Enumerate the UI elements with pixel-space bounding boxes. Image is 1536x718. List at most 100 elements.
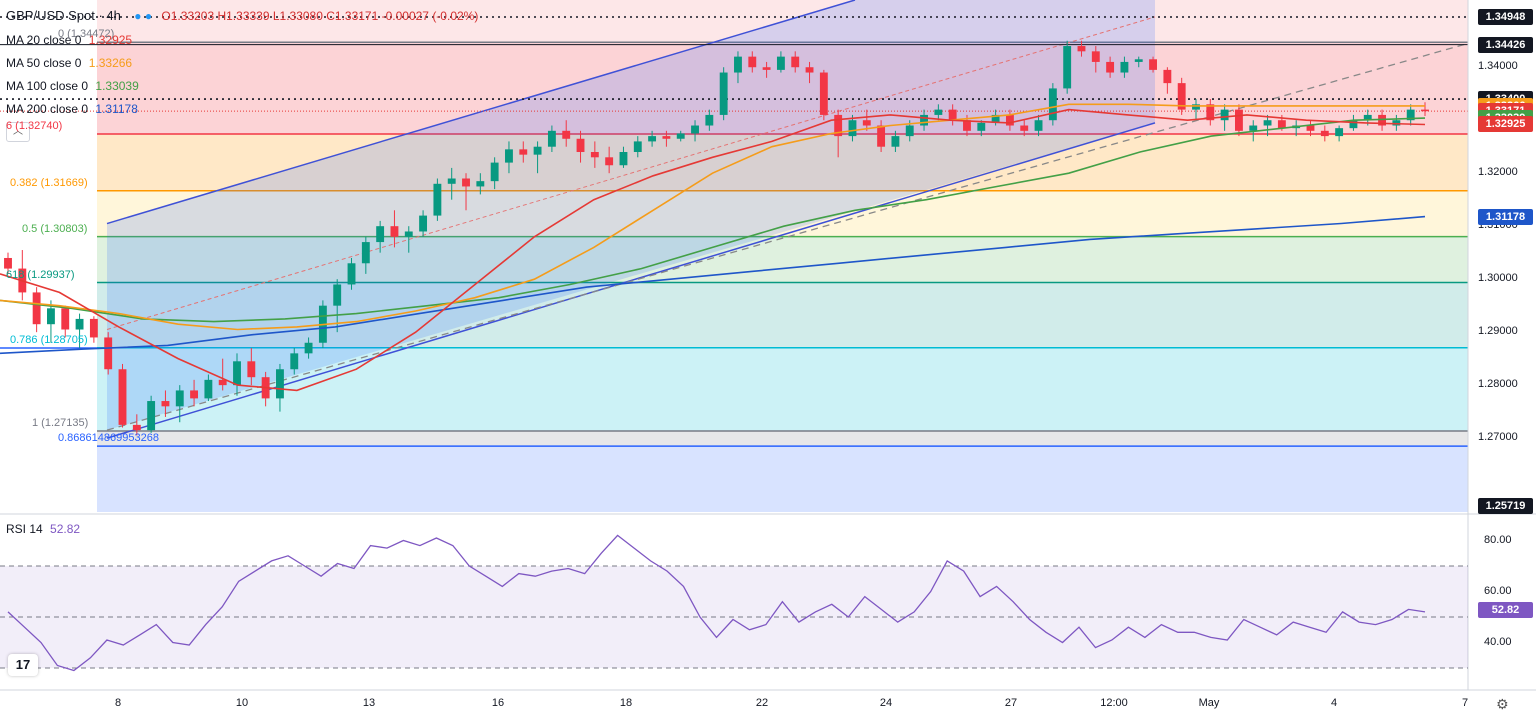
candle (920, 114, 928, 126)
rsi-line (7, 534, 1426, 672)
candle (218, 379, 227, 386)
candle (676, 133, 685, 139)
price-tick-label: 1.30000 (1478, 272, 1518, 285)
rsi-legend[interactable]: RSI 14 52.82 (6, 522, 84, 536)
price-tick-label: 1.32000 (1478, 166, 1518, 179)
time-tick-label: 24 (879, 697, 893, 709)
candle (1048, 88, 1057, 121)
candle (204, 379, 213, 399)
rsi-price-label: 52.82 (1478, 602, 1533, 618)
candle (605, 157, 614, 166)
price-tick-label: 1.28000 (1478, 378, 1518, 391)
candle (748, 56, 757, 68)
time-tick-label: 16 (491, 697, 505, 709)
candle (1220, 109, 1229, 121)
candle (47, 308, 55, 325)
candle (1392, 120, 1401, 126)
legend-ma20[interactable]: MA 20 close 0 1.32925 (6, 33, 136, 47)
legend-label: MA 200 close 0 (6, 102, 89, 116)
tradingview-logo-icon[interactable]: 17 (8, 654, 38, 676)
fib-level-label: 6 (1.32740) (6, 119, 63, 132)
fib-band (97, 446, 1468, 512)
candle (1020, 125, 1029, 131)
candle (547, 130, 556, 147)
candle (304, 342, 313, 354)
candle (233, 361, 241, 386)
candle (719, 72, 728, 115)
ma100-line (0, 117, 1426, 323)
candle (1063, 46, 1072, 89)
fib-level-label: 1 (1.27135) (32, 416, 89, 429)
time-tick-label: 12:00 (1100, 697, 1128, 709)
candle (1277, 120, 1286, 129)
legend-value: 1.33039 (95, 79, 139, 93)
candle (1005, 114, 1014, 126)
legend-ma100[interactable]: MA 100 close 0 1.33039 (6, 79, 143, 93)
candle (1249, 125, 1258, 131)
candle (619, 152, 628, 166)
time-tick-label: May (1198, 697, 1220, 709)
candle (361, 242, 370, 264)
candle (1306, 125, 1315, 131)
candle (147, 401, 156, 431)
candle (32, 292, 41, 325)
legend-ma200[interactable]: MA 200 close 0 1.31178 (6, 102, 142, 116)
candle (862, 120, 871, 126)
candle (1120, 61, 1129, 73)
candle (290, 353, 299, 370)
price-axis-label: 1.32925 (1478, 116, 1533, 133)
candle (247, 361, 256, 378)
fib-level-label: 0.786 (1.28705) (10, 333, 88, 346)
candle (1106, 61, 1115, 73)
price-axis-label: 1.31178 (1478, 208, 1533, 225)
candle (934, 109, 943, 115)
candle (791, 56, 800, 68)
candle (834, 114, 843, 137)
candle (562, 130, 571, 139)
legend-label: MA 50 close 0 (6, 56, 82, 70)
fib-level-label: 0.868614869953268 (58, 432, 159, 445)
rsi-value: 52.82 (50, 522, 81, 536)
candle (347, 263, 356, 285)
ma200-line (0, 215, 1426, 355)
candle (75, 318, 84, 330)
candle (190, 390, 199, 399)
collapse-legend-button[interactable]: ︿ (6, 122, 30, 142)
candle (1320, 130, 1329, 137)
candle (1335, 128, 1344, 137)
candle (1421, 109, 1429, 112)
candle (576, 138, 585, 153)
rsi-tick-label: 40.00 (1484, 635, 1512, 648)
status-dot-icon: ● ● (134, 9, 153, 23)
time-tick-label: 22 (755, 697, 769, 709)
rsi-label: RSI 14 (6, 522, 43, 536)
candle (991, 114, 1000, 123)
candle (132, 424, 141, 431)
candle (877, 125, 886, 147)
candle (1134, 59, 1143, 62)
symbol-title[interactable]: GBP/USD Spot · 4h (6, 8, 121, 23)
rsi-tick-label: 60.00 (1484, 584, 1512, 597)
candle (1034, 120, 1043, 131)
legend-ma50[interactable]: MA 50 close 0 1.33266 (6, 56, 136, 70)
price-tick-label: 1.34000 (1478, 60, 1518, 73)
candle (104, 337, 113, 370)
legend-value: 1.32925 (88, 33, 133, 47)
legend-label: MA 20 close 0 (6, 33, 82, 47)
gear-icon[interactable]: ⚙ (1496, 696, 1509, 712)
channel-mid-line (106, 16, 1156, 330)
candle (1192, 104, 1200, 110)
candle (1163, 69, 1172, 84)
candle (490, 162, 499, 182)
legend-value: 1.31178 (95, 102, 138, 116)
candle (905, 125, 914, 137)
candle (691, 125, 699, 134)
candle (805, 67, 814, 73)
time-tick-label: 27 (1004, 697, 1018, 709)
candle (161, 401, 170, 407)
fib-band (97, 347, 1468, 431)
candle (533, 146, 542, 155)
candle (705, 114, 714, 126)
